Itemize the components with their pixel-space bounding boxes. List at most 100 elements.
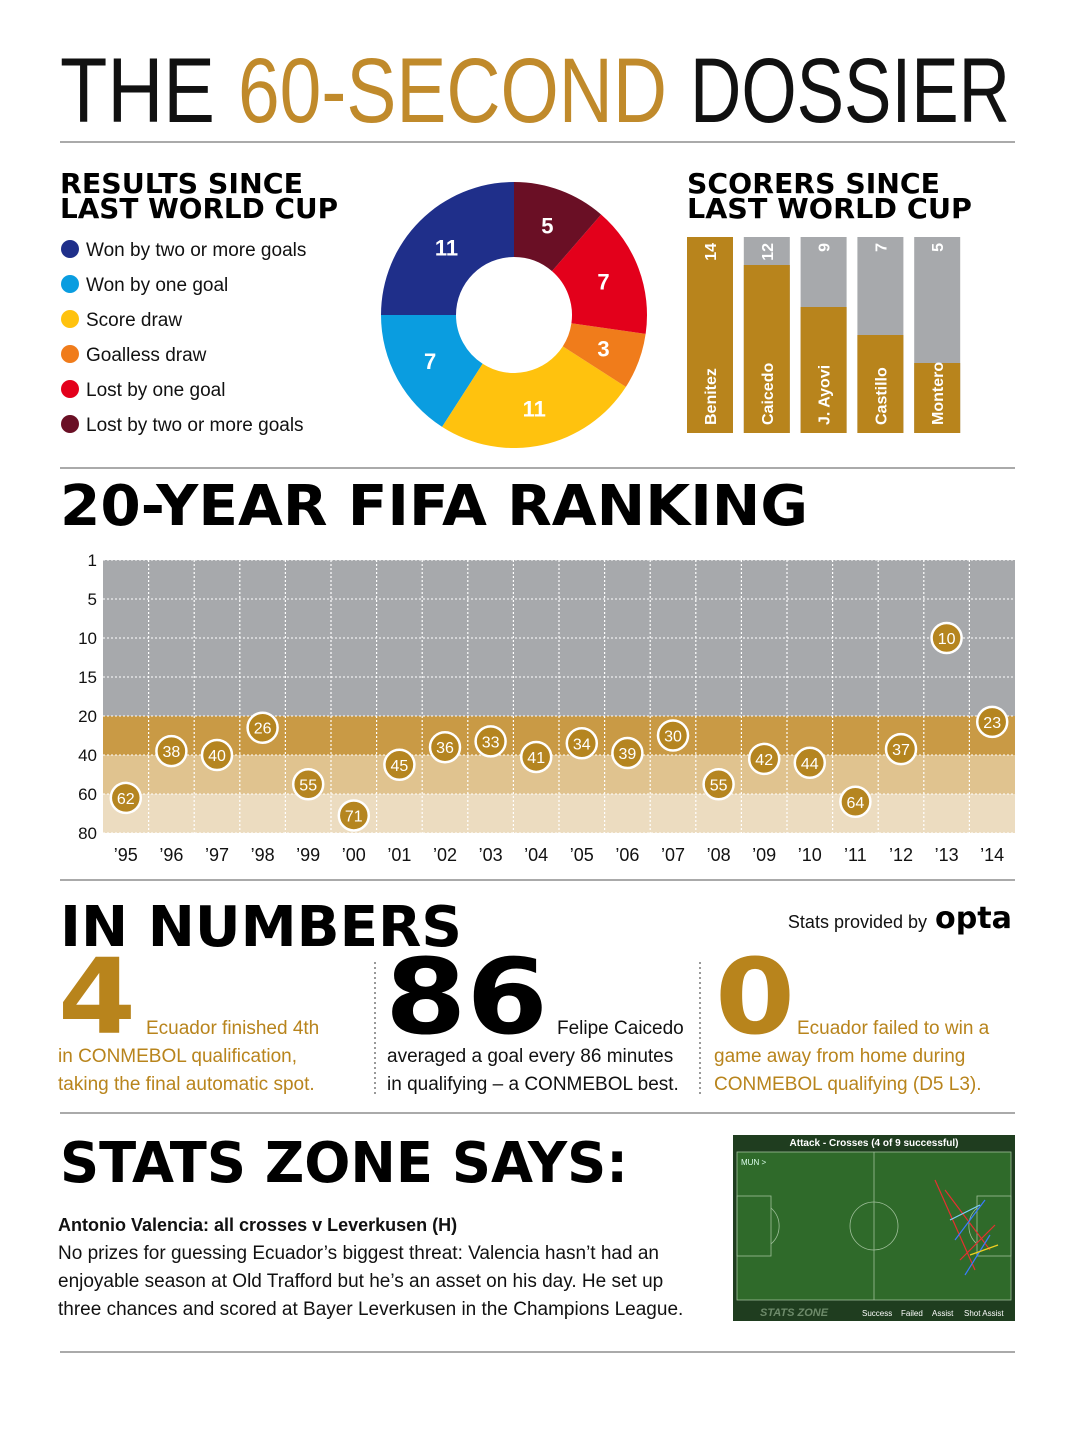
rank-label: 42 [755,752,773,769]
y-tick-label: 5 [88,590,97,609]
y-tick-label: 60 [78,785,97,804]
fact-text: taking the final automatic spot. [58,1074,315,1095]
rank-label: 38 [163,744,181,761]
rank-dot [155,734,188,768]
rank-dot [474,725,507,758]
fact-text: CONMEBOL qualifying (D5 L3). [714,1074,982,1095]
credit: Stats provided by [788,912,927,932]
arrow [944,1189,991,1251]
rank-label: 40 [208,748,226,765]
rank-label: 37 [892,742,910,759]
rank-dot [519,740,553,774]
title-word: THE [60,40,215,142]
graphic-legend: Shot Assist [964,1309,1004,1318]
legend-marker [61,380,79,398]
bar [743,265,790,433]
section-title: STATS ZONE SAYS: [60,1131,628,1196]
rank-label: 41 [527,750,545,767]
bar-value: 7 [873,243,890,252]
pitch-line [849,1201,899,1251]
donut-slice [381,315,483,427]
y-tick-label: 20 [78,707,97,726]
slice-label: 11 [435,235,458,260]
slice-label: 11 [523,396,546,421]
y-tick-label: 80 [78,824,97,843]
graphic-team: MUN > [741,1158,766,1167]
donut-slice [562,323,646,387]
rank-dot [702,768,735,801]
x-tick-label: ’03 [479,845,503,865]
x-tick-label: ’98 [251,845,275,865]
legend-marker [61,415,79,433]
donut-slice [551,214,647,334]
arrow [969,1244,999,1256]
ranking-chart: 1510152040608062’9538’9640’9726’9855’997… [78,551,1015,865]
body-text: enjoyable season at Old Trafford but he’… [58,1271,663,1292]
arrow [964,1234,991,1276]
bar-name: Caicedo [760,363,777,425]
arrow [934,1179,976,1271]
fact-text: Ecuador failed to win a [797,1018,990,1039]
title-word: DOSSIER [690,40,1010,142]
x-tick-label: ’97 [205,845,229,865]
bar-chart: 14 Benitez 12 Caicedo 9 J. Ayovi 7 Castillo 5 Mon… [687,237,961,433]
chart-title: RESULTS SINCE [60,167,303,200]
rank-label: 36 [436,740,454,757]
rank-dot [428,730,462,764]
chart-title: SCORERS SINCE [687,167,940,200]
bar-name: Castillo [873,367,890,425]
rank-label: 23 [983,715,1001,732]
bar-value: 14 [703,243,720,261]
bar [800,307,847,433]
slice-label: 7 [424,349,436,374]
x-tick-label: ’96 [159,845,183,865]
pitch-line [736,1195,772,1257]
rank-dot [747,742,781,776]
rank-dot [975,705,1009,739]
bar [857,335,904,433]
bar [914,363,961,433]
bar-name: Montero [930,362,947,425]
x-tick-label: ’00 [342,845,366,865]
chart-title: 20-YEAR FIFA RANKING [60,474,808,539]
subtitle: Antonio Valencia: all crosses v Leverkus… [58,1215,457,1235]
title-word: 60-SECOND [238,40,667,142]
x-tick-label: ’95 [114,845,138,865]
x-tick-label: ’05 [570,845,594,865]
legend-label: Won by two or more goals [86,240,306,261]
legend-label: Won by one goal [86,275,228,296]
legend-label: Lost by one goal [86,380,225,401]
body-text: No prizes for guessing Ecuador’s biggest… [58,1243,659,1264]
x-tick-label: ’13 [935,845,959,865]
rank-label: 39 [619,746,637,763]
chart-title: LAST WORLD CUP [687,192,972,225]
y-tick-label: 40 [78,746,97,765]
bar [687,237,733,433]
x-tick-label: ’14 [980,845,1004,865]
body-text: three chances and scored at Bayer Leverk… [58,1299,683,1320]
x-tick-label: ’11 [844,845,867,865]
rank-dot [930,621,963,655]
chart-title: LAST WORLD CUP [60,192,338,225]
bar-value: 5 [930,243,947,252]
arrow [949,1204,981,1221]
fact-text: in CONMEBOL qualification, [58,1046,297,1067]
rank-label: 64 [847,795,865,812]
rank-label: 26 [254,721,272,738]
rank-label: 34 [573,736,591,753]
x-tick-label: ’04 [524,845,548,865]
big-number: 4 [58,936,136,1058]
fact-text: Felipe Caicedo [557,1018,684,1039]
rank-dot [383,748,416,781]
rank-dot [291,768,325,801]
bar-value: 12 [760,243,777,261]
bar-name: Benitez [703,368,720,425]
legend-marker [61,310,79,328]
rank-dot [246,711,279,744]
rank-dot [565,727,599,760]
logo: opta [935,901,1012,936]
rank-label: 33 [482,734,500,751]
x-tick-label: ’12 [889,845,913,865]
graphic-legend: Failed [901,1309,923,1318]
